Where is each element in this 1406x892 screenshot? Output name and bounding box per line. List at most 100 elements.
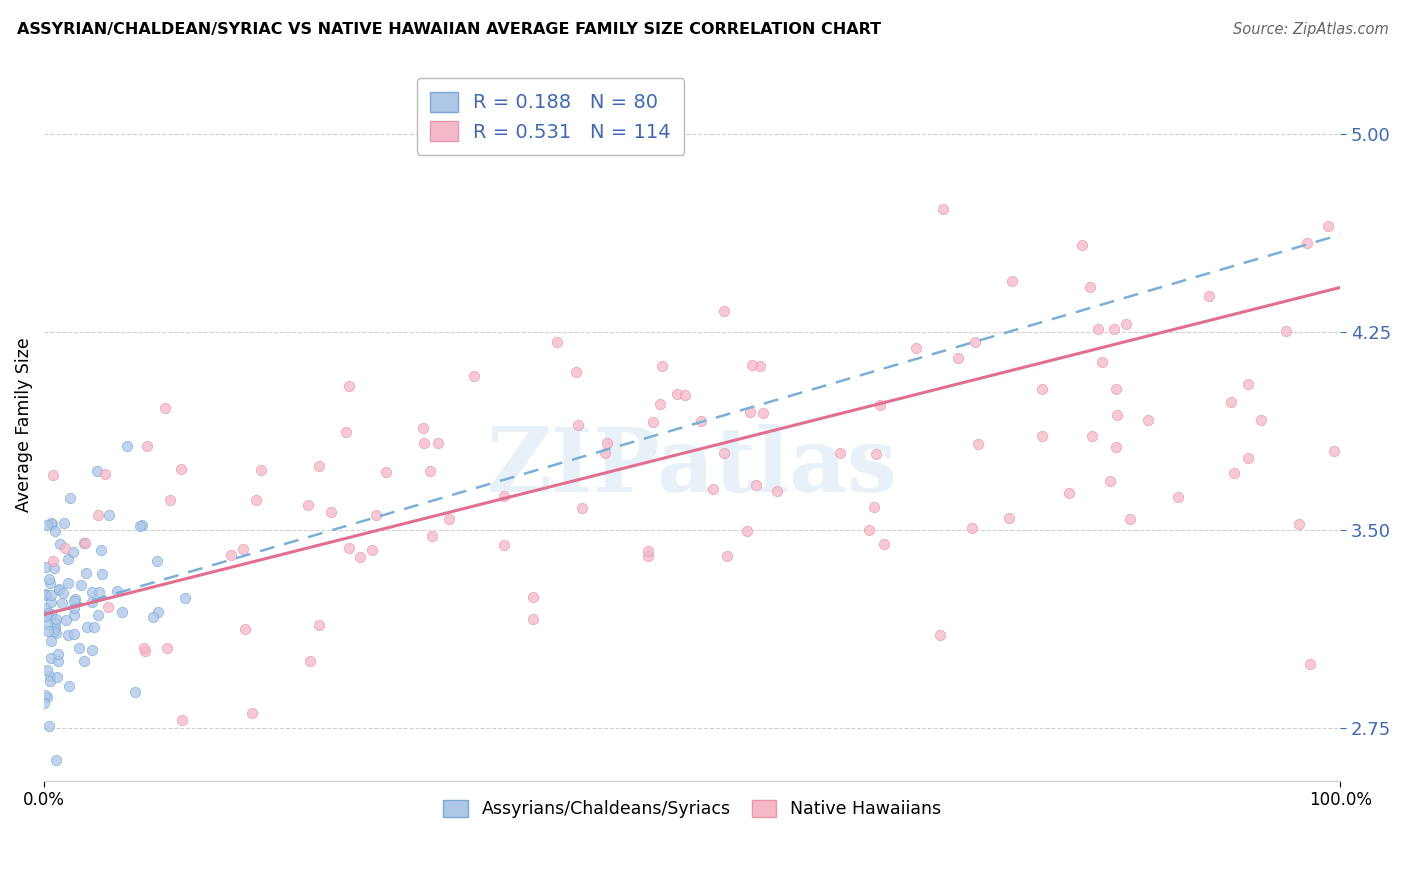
Point xyxy=(38,673,60,688)
Point xyxy=(637,549,659,563)
Point xyxy=(63,627,86,641)
Point xyxy=(48,583,70,598)
Point xyxy=(648,397,671,411)
Point xyxy=(132,640,155,655)
Point xyxy=(42,624,65,638)
Point xyxy=(170,462,193,476)
Point xyxy=(735,524,758,538)
Point xyxy=(51,596,73,610)
Point xyxy=(86,465,108,479)
Point xyxy=(865,447,887,461)
Point xyxy=(41,467,63,482)
Point xyxy=(360,542,382,557)
Point xyxy=(142,609,165,624)
Point xyxy=(1080,429,1102,443)
Point xyxy=(146,605,169,619)
Point xyxy=(651,359,673,373)
Text: ASSYRIAN/CHALDEAN/SYRIAC VS NATIVE HAWAIIAN AVERAGE FAMILY SIZE CORRELATION CHAR: ASSYRIAN/CHALDEAN/SYRIAC VS NATIVE HAWAI… xyxy=(17,22,882,37)
Point xyxy=(335,425,357,439)
Point xyxy=(366,508,388,523)
Point xyxy=(522,591,544,605)
Point xyxy=(1105,382,1128,396)
Point xyxy=(34,688,56,702)
Point xyxy=(297,498,319,512)
Point xyxy=(858,523,880,537)
Point xyxy=(35,601,58,615)
Point xyxy=(39,595,62,609)
Point xyxy=(44,524,66,538)
Point xyxy=(1295,236,1317,251)
Point xyxy=(56,576,79,591)
Legend: Assyrians/Chaldeans/Syriacs, Native Hawaiians: Assyrians/Chaldeans/Syriacs, Native Hawa… xyxy=(436,793,948,825)
Point xyxy=(1219,394,1241,409)
Point xyxy=(420,529,443,543)
Point xyxy=(967,437,990,451)
Point xyxy=(44,561,66,575)
Point xyxy=(219,548,242,562)
Point xyxy=(1104,440,1126,454)
Point xyxy=(1031,382,1053,396)
Point xyxy=(124,685,146,699)
Point xyxy=(751,406,773,420)
Point xyxy=(73,536,96,550)
Point xyxy=(39,607,62,622)
Point xyxy=(58,679,80,693)
Point xyxy=(34,696,56,710)
Point xyxy=(1317,219,1340,233)
Y-axis label: Average Family Size: Average Family Size xyxy=(15,337,32,512)
Point xyxy=(172,714,194,728)
Point xyxy=(299,654,322,668)
Point xyxy=(439,512,461,526)
Point xyxy=(53,541,76,556)
Point xyxy=(427,436,450,450)
Point xyxy=(73,654,96,668)
Point xyxy=(375,465,398,479)
Point xyxy=(321,505,343,519)
Point xyxy=(45,670,67,684)
Point xyxy=(1091,355,1114,369)
Point xyxy=(1275,324,1298,338)
Point xyxy=(965,334,987,349)
Point xyxy=(80,643,103,657)
Point xyxy=(308,458,330,473)
Point xyxy=(91,566,114,581)
Point xyxy=(49,537,72,551)
Point xyxy=(86,607,108,622)
Point xyxy=(38,719,60,733)
Point xyxy=(948,351,970,366)
Point xyxy=(748,359,770,374)
Point xyxy=(1107,409,1129,423)
Point xyxy=(745,478,768,492)
Point xyxy=(42,554,65,568)
Point xyxy=(48,582,70,596)
Point xyxy=(45,753,67,767)
Point xyxy=(73,536,96,550)
Point xyxy=(492,539,515,553)
Point xyxy=(419,464,441,478)
Point xyxy=(1078,280,1101,294)
Point xyxy=(413,435,436,450)
Point xyxy=(690,413,713,427)
Point xyxy=(337,541,360,555)
Point xyxy=(41,651,63,665)
Point xyxy=(766,484,789,499)
Point xyxy=(665,387,688,401)
Point xyxy=(34,588,56,602)
Point xyxy=(716,549,738,563)
Point xyxy=(52,516,75,531)
Point xyxy=(90,542,112,557)
Point xyxy=(1057,486,1080,500)
Point xyxy=(131,518,153,533)
Point xyxy=(87,584,110,599)
Point xyxy=(1323,443,1346,458)
Point xyxy=(129,519,152,533)
Point xyxy=(48,647,70,661)
Point xyxy=(1118,512,1140,526)
Point xyxy=(1288,516,1310,531)
Point xyxy=(1099,474,1122,488)
Point xyxy=(494,489,516,503)
Point xyxy=(240,706,263,720)
Point xyxy=(82,595,104,609)
Point xyxy=(932,202,955,217)
Point xyxy=(55,613,77,627)
